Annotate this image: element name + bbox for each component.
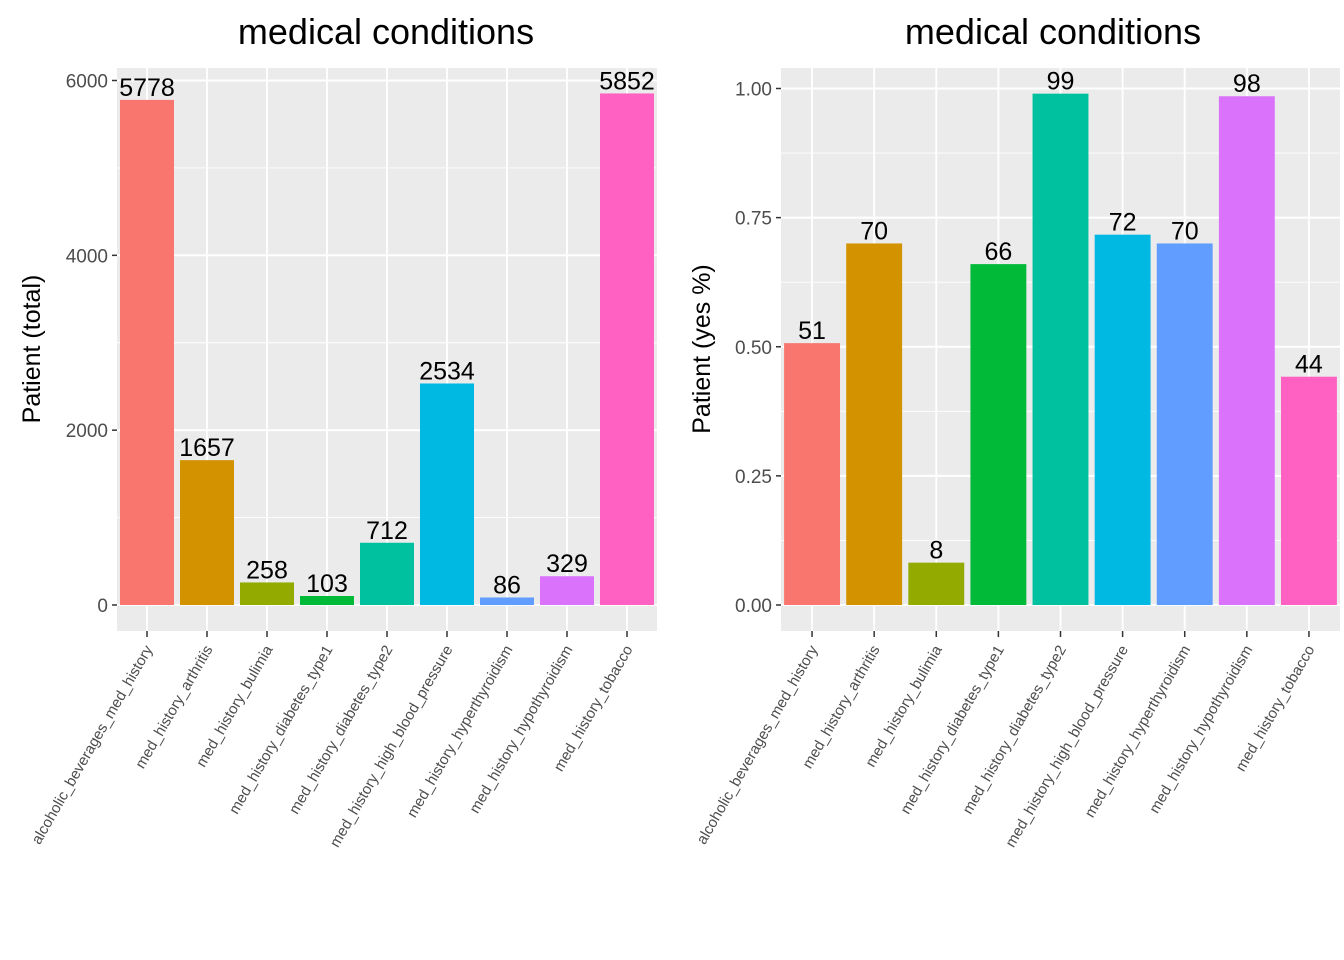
- x-tick-label: med_history_hypothyroidism: [1146, 643, 1256, 817]
- x-tick-label: med_history_hyperthyroidism: [1082, 643, 1195, 821]
- x-tick-label: med_history_diabetes_type2: [959, 643, 1070, 818]
- y-tick-label: 4000: [66, 246, 108, 267]
- data-label: 99: [1047, 68, 1075, 96]
- bar: [970, 264, 1027, 605]
- bar: [360, 542, 414, 605]
- data-label: 70: [1171, 217, 1199, 245]
- x-tick-label: med_history_hyperthyroidism: [404, 643, 517, 821]
- data-label: 66: [984, 238, 1012, 266]
- x-tick-label: alcoholic_beverages_med_history: [28, 642, 156, 847]
- bars: [784, 93, 1337, 605]
- data-labels: 5778 1657 258 103 712 2534 86 329 5852: [119, 67, 655, 599]
- data-label: 8: [929, 537, 943, 565]
- data-label: 70: [860, 217, 888, 245]
- bar: [1280, 376, 1337, 605]
- x-tick-label: med_history_diabetes_type1: [897, 643, 1008, 818]
- bar: [300, 595, 354, 605]
- x-tick-label: med_history_hypothyroidism: [466, 643, 576, 817]
- y-tick-label: 1.00: [735, 80, 772, 101]
- data-label: 2534: [419, 357, 475, 385]
- y-tick-label: 0.00: [735, 596, 772, 617]
- bar: [784, 343, 841, 605]
- x-axis: alcoholic_beverages_med_history med_histo…: [28, 631, 636, 850]
- data-label: 98: [1233, 70, 1261, 98]
- chart-panel-right: medical conditions Patient (yes %) 0.000…: [688, 11, 1340, 850]
- chart-panel-left: medical conditions Patient (total) 0 2000…: [18, 11, 657, 850]
- bar: [1218, 96, 1275, 605]
- data-label: 5778: [119, 74, 175, 102]
- y-tick-label: 0.50: [735, 338, 772, 359]
- y-axis-label: Patient (yes %): [688, 264, 716, 434]
- data-label: 72: [1109, 209, 1137, 237]
- y-tick-label: 2000: [66, 421, 108, 442]
- y-axis: 0.00 0.25 0.50 0.75 1.00: [735, 80, 781, 617]
- bar: [908, 562, 965, 605]
- bar: [600, 93, 654, 605]
- x-tick-label: med_history_diabetes_type2: [286, 643, 397, 818]
- bar: [1032, 93, 1089, 605]
- data-label: 51: [798, 317, 826, 345]
- y-tick-label: 0.25: [735, 467, 772, 488]
- bar: [1156, 243, 1213, 605]
- x-tick-label: med_history_high_blood_pressure: [327, 643, 457, 851]
- y-axis-label: Patient (total): [18, 275, 46, 424]
- bar: [540, 576, 594, 605]
- chart-title: medical conditions: [238, 11, 534, 52]
- bar: [420, 383, 474, 605]
- data-label: 103: [306, 570, 348, 598]
- bar: [120, 99, 174, 606]
- data-label: 1657: [179, 434, 235, 462]
- bar: [1094, 234, 1151, 605]
- bar: [180, 460, 234, 605]
- y-tick-label: 6000: [66, 72, 108, 93]
- data-label: 258: [246, 556, 288, 584]
- x-tick-label: med_history_diabetes_type1: [226, 643, 337, 818]
- x-axis: alcoholic_beverages_med_history med_histo…: [693, 631, 1318, 850]
- chart-title: medical conditions: [905, 11, 1201, 52]
- bar: [846, 243, 903, 605]
- data-label: 329: [546, 550, 588, 578]
- data-label: 712: [366, 517, 408, 545]
- data-label: 86: [493, 571, 521, 599]
- data-labels: 51 70 8 66 99 72 70 98 44: [798, 68, 1323, 565]
- bar: [480, 597, 534, 605]
- x-tick-label: med_history_high_blood_pressure: [1002, 643, 1132, 851]
- data-label: 5852: [599, 67, 655, 95]
- y-axis: 0 2000 4000 6000: [66, 72, 117, 617]
- bar: [240, 582, 294, 605]
- y-tick-label: 0: [97, 596, 108, 617]
- x-tick-label: alcoholic_beverages_med_history: [693, 642, 821, 847]
- y-tick-label: 0.75: [735, 209, 772, 230]
- bars: [120, 93, 654, 606]
- data-label: 44: [1295, 351, 1323, 379]
